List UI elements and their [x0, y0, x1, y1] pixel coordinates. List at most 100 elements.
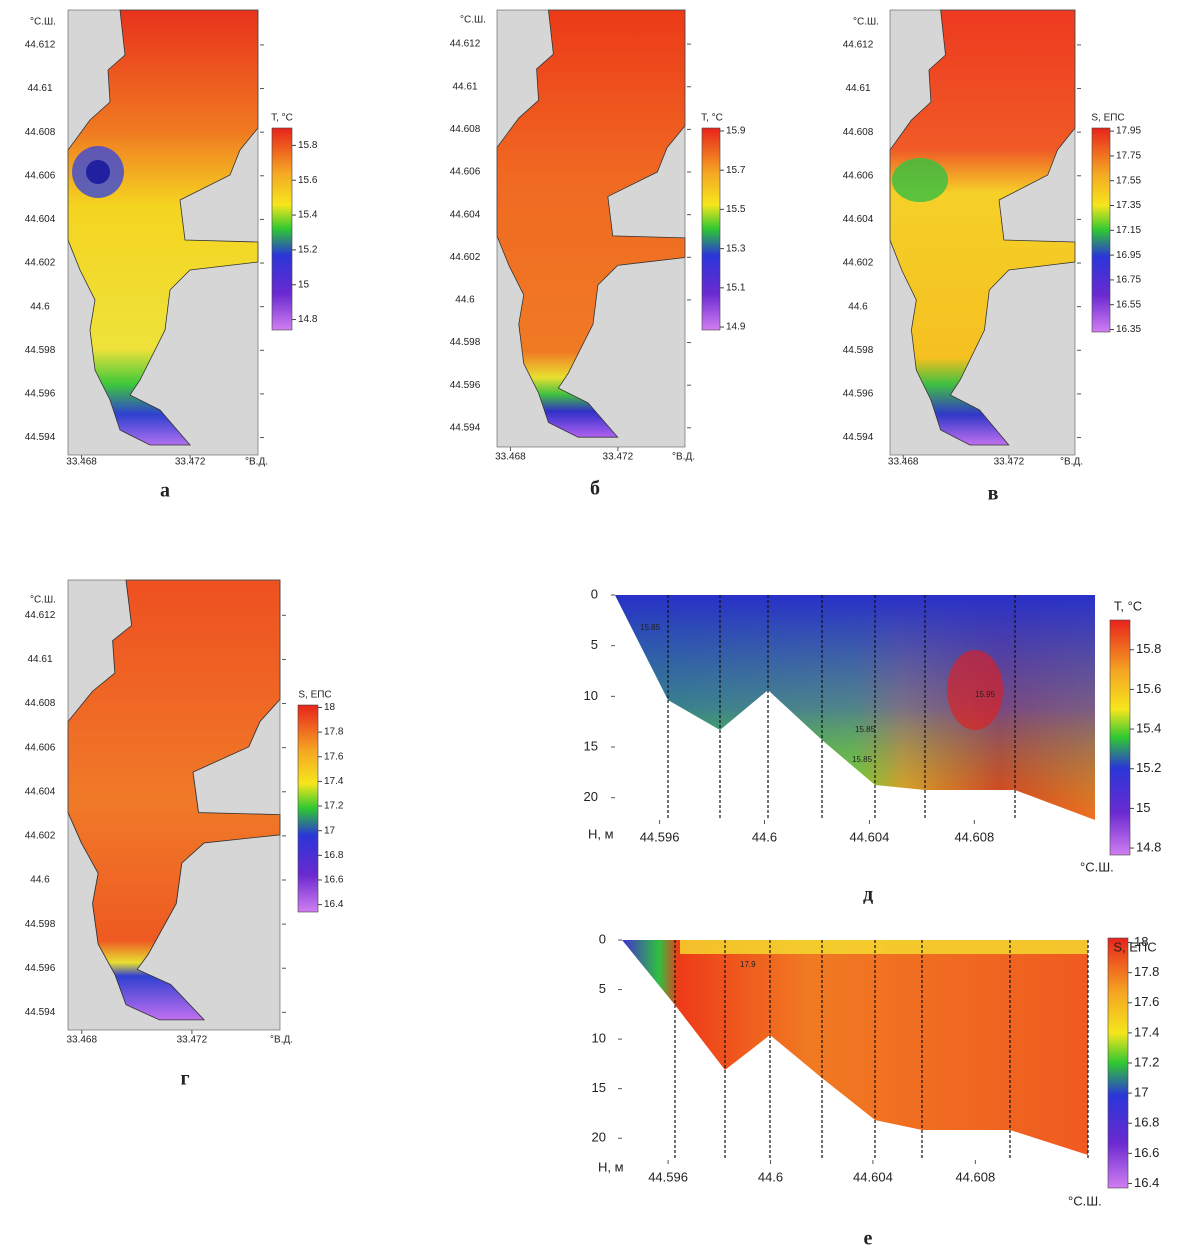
- caption: б: [590, 478, 600, 500]
- caption: г: [180, 1068, 189, 1090]
- colorbar-tick-label: 15.3: [726, 243, 746, 254]
- colorbar-title: T, °C: [701, 113, 723, 124]
- y-tick-label: 44.612: [25, 40, 56, 51]
- colorbar: [271, 127, 293, 331]
- caption: а: [160, 480, 170, 502]
- y-tick-label: 44.6: [30, 301, 50, 312]
- y-tick-label: 20: [584, 789, 598, 804]
- colorbar-tick-label: 16.6: [324, 875, 344, 886]
- y-tick-label: 44.602: [25, 258, 56, 269]
- y-tick-label: 20: [592, 1130, 606, 1145]
- colorbar-tick-label: 15.6: [298, 175, 318, 186]
- colorbar-tick-label: 17.4: [1134, 1024, 1159, 1039]
- y-axis-label: °С.Ш.: [853, 17, 879, 28]
- y-tick-label: 44.598: [843, 345, 874, 356]
- colorbar: [701, 127, 721, 331]
- y-tick-label: 44.612: [25, 610, 56, 621]
- colorbar-tick-label: 16.6: [1134, 1145, 1159, 1160]
- panel: 17.9 0 5 10 15 20 44.596 44.6 44.604 44.608 H, м °С…: [592, 931, 1160, 1249]
- contour-label: 15.85: [855, 725, 876, 734]
- y-axis-label: H, м: [588, 826, 614, 841]
- y-tick-label: 44.602: [450, 252, 481, 263]
- x-tick-label: 33.468: [66, 457, 97, 468]
- colorbar-tick-label: 15.1: [726, 282, 746, 293]
- colorbar-title: S, ЕПС: [1091, 113, 1124, 124]
- x-axis-label: °С.Ш.: [1068, 1193, 1102, 1208]
- colorbar-tick-label: 15.6: [1136, 681, 1161, 696]
- x-tick-label: 44.608: [955, 1169, 995, 1184]
- colorbar-tick-label: 16.75: [1116, 275, 1141, 286]
- y-axis-label: °С.Ш.: [30, 17, 56, 28]
- x-tick-label: 44.6: [758, 1169, 783, 1184]
- y-tick-label: 15: [584, 738, 598, 753]
- colorbar-tick-label: 17.2: [1134, 1054, 1159, 1069]
- y-axis-label: °С.Ш.: [30, 595, 56, 606]
- y-axis-label: °С.Ш.: [460, 15, 486, 26]
- colorbar-tick-label: 15.5: [726, 204, 746, 215]
- panel: 44.612 44.61 44.608 44.606 44.604 44.602 44.6 4…: [450, 9, 746, 500]
- y-tick-label: 15: [592, 1080, 606, 1095]
- colorbar-tick-label: 15.4: [1136, 721, 1161, 736]
- contour-label: 15.85: [852, 755, 873, 764]
- y-tick-label: 44.598: [25, 345, 56, 356]
- x-tick-label: 33.472: [177, 1035, 208, 1046]
- caption: е: [864, 1228, 873, 1245]
- colorbar-title: T, °C: [1114, 598, 1142, 613]
- x-axis-label: °В.Д.: [672, 452, 695, 463]
- colorbar-tick-label: 16.95: [1116, 250, 1141, 261]
- colorbar-tick-label: 16.35: [1116, 324, 1141, 335]
- caption: в: [988, 483, 999, 505]
- colorbar-title: S, ЕПС: [298, 690, 331, 701]
- frame: [67, 579, 281, 1031]
- y-tick-label: 44.61: [27, 654, 52, 665]
- y-tick-label: 44.608: [450, 124, 481, 135]
- x-tick-label: 33.468: [888, 457, 919, 468]
- frame: [67, 9, 259, 456]
- colorbar-tick-label: 15.2: [1136, 760, 1161, 775]
- colorbar-tick-label: 15.8: [298, 140, 318, 151]
- x-tick-label: 33.468: [66, 1035, 97, 1046]
- x-tick-label: 44.604: [850, 829, 890, 844]
- y-tick-label: 44.604: [843, 214, 874, 225]
- surface-band: [680, 940, 1088, 954]
- colorbar-title: T, °C: [271, 113, 293, 124]
- x-tick-label: 33.472: [994, 457, 1025, 468]
- colorbar-tick-label: 17.6: [324, 751, 344, 762]
- panel: 44.612 44.61 44.608 44.606 44.604 44.602 44.6 4…: [843, 9, 1141, 505]
- y-tick-label: 44.602: [843, 258, 874, 269]
- water-field: [67, 579, 281, 1021]
- y-tick-label: 44.61: [27, 83, 52, 94]
- y-tick-label: 44.606: [25, 170, 56, 181]
- colorbar-tick-label: 17.4: [324, 776, 344, 787]
- x-tick-label: 44.608: [954, 829, 994, 844]
- y-tick-label: 44.594: [25, 1007, 56, 1018]
- y-tick-label: 44.6: [30, 875, 50, 886]
- panel: 44.612 44.61 44.608 44.606 44.604 44.602 44.6 4…: [25, 579, 344, 1090]
- y-tick-label: 44.608: [25, 698, 56, 709]
- colorbar-title: S, ЕПС: [1113, 939, 1156, 954]
- y-tick-label: 44.594: [25, 432, 56, 443]
- contour-label: 15.95: [975, 690, 996, 699]
- colorbar-tick-label: 17.35: [1116, 200, 1141, 211]
- colorbar-tick-label: 15.4: [298, 210, 318, 221]
- y-tick-label: 44.604: [25, 214, 56, 225]
- y-tick-label: 44.61: [452, 81, 477, 92]
- colorbar-tick-label: 17.95: [1116, 126, 1141, 137]
- frame: [889, 9, 1076, 456]
- colorbar-tick-label: 16.4: [1134, 1175, 1159, 1190]
- y-tick-label: 44.598: [25, 919, 56, 930]
- colorbar-tick-label: 17.75: [1116, 151, 1141, 162]
- y-tick-label: 44.594: [843, 432, 874, 443]
- colorbar-tick-label: 14.9: [726, 322, 746, 333]
- x-tick-label: 44.6: [752, 829, 777, 844]
- y-tick-label: 44.596: [25, 389, 56, 400]
- y-tick-label: 44.608: [843, 127, 874, 138]
- colorbar-tick-label: 16.4: [324, 899, 344, 910]
- x-tick-label: 44.596: [648, 1169, 688, 1184]
- y-tick-label: 10: [592, 1031, 606, 1046]
- y-tick-label: 44.612: [450, 39, 481, 50]
- colorbar: [1107, 937, 1129, 1189]
- y-tick-label: 44.594: [450, 422, 481, 433]
- colorbar-tick-label: 17: [324, 825, 336, 836]
- core: [947, 650, 1003, 730]
